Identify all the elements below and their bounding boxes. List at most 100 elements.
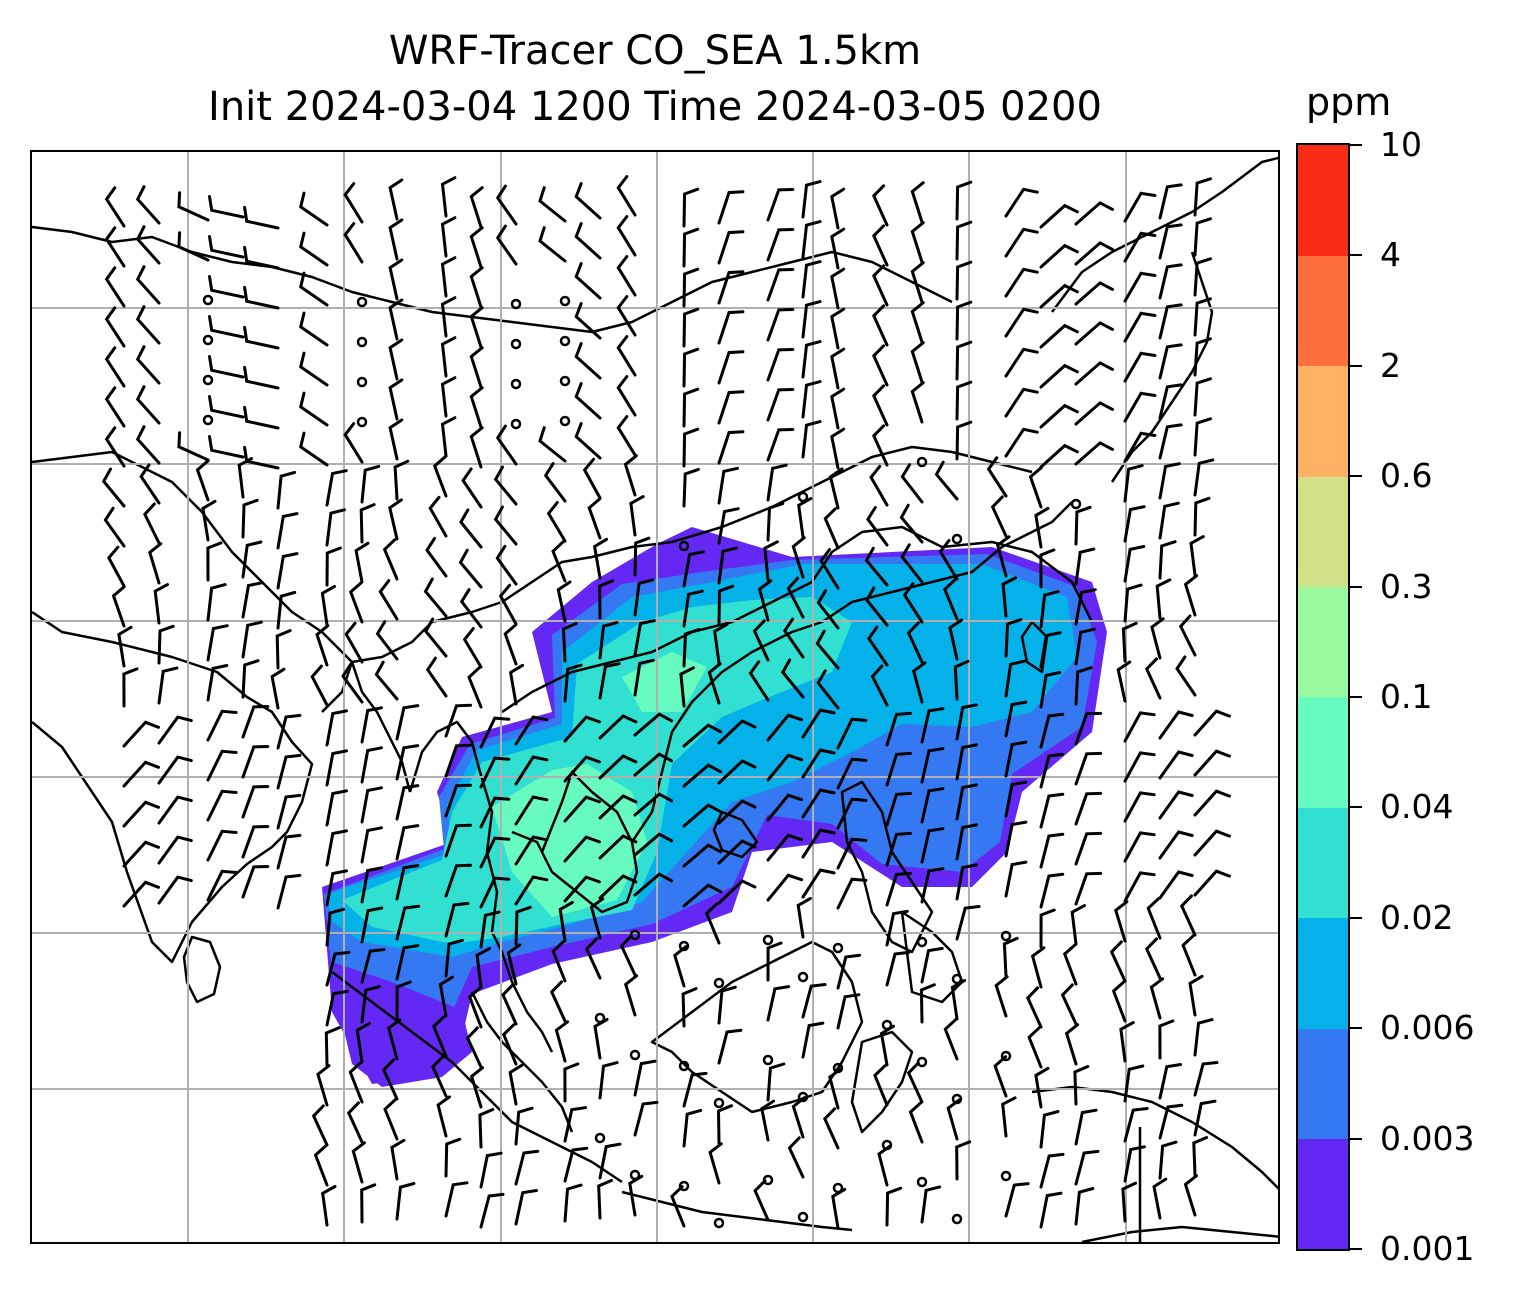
wind-barb [1074, 281, 1114, 306]
wind-barb [801, 260, 822, 299]
wind-barb [243, 365, 280, 390]
wind-barb [325, 829, 348, 867]
calm-wind-circle [951, 1213, 963, 1225]
wind-barb [1074, 831, 1103, 866]
wind-barb [717, 879, 757, 905]
wind-barb [920, 827, 945, 864]
wind-barb [704, 902, 721, 945]
wind-barb [955, 260, 973, 301]
wind-barb [432, 455, 448, 498]
wind-barb [873, 1064, 889, 1107]
wind-barb [395, 784, 420, 821]
wind-barb [395, 904, 421, 941]
wind-barb [1039, 792, 1065, 829]
wind-barb [598, 794, 638, 820]
wind-barb [885, 871, 912, 907]
wind-barb [538, 226, 567, 263]
wind-barb [351, 1141, 366, 1184]
wind-barb [479, 796, 511, 829]
wind-barb [763, 540, 779, 582]
wind-barb [514, 755, 549, 786]
wind-barb [766, 268, 795, 302]
wind-barb [589, 897, 605, 940]
wind-barb [514, 1149, 540, 1186]
wind-barb [955, 823, 978, 861]
wind-barb [208, 275, 245, 299]
wind-barb [1004, 860, 1028, 898]
wind-barb [325, 469, 348, 507]
wind-barb [444, 783, 472, 818]
colorbar-tick-label: 0.1 [1380, 677, 1433, 716]
wind-barb [616, 335, 637, 377]
wind-barb [1039, 203, 1079, 229]
wind-barb [438, 975, 454, 1018]
wind-barb [598, 1142, 622, 1180]
wind-barb [325, 789, 348, 827]
wind-barb [276, 590, 297, 630]
wind-barb [623, 974, 639, 1017]
wind-barb [495, 184, 518, 226]
wind-barb [682, 387, 700, 428]
wind-barb [910, 261, 925, 304]
wind-barb [1039, 712, 1065, 749]
coastline-java [621, 1190, 853, 1232]
wind-barb [1039, 443, 1079, 469]
wind-barb [241, 745, 270, 779]
wind-barb [1004, 187, 1039, 218]
wind-barb [1004, 618, 1023, 658]
wind-barb [1193, 789, 1231, 817]
wind-barb [276, 873, 302, 910]
wind-barb [801, 708, 836, 739]
wind-barb [619, 934, 637, 977]
wind-barb [1123, 871, 1156, 903]
wind-barb [1039, 283, 1079, 309]
wind-barb [1175, 655, 1197, 697]
wind-barb [920, 867, 945, 904]
wind-barb [766, 985, 791, 1022]
wind-barb [633, 619, 656, 657]
wind-barb [1123, 791, 1156, 823]
wind-barb [1158, 423, 1183, 460]
wind-barb [157, 875, 193, 905]
wind-barb [717, 839, 757, 865]
wind-barb [1074, 751, 1103, 786]
wind-barb [177, 231, 210, 262]
wind-barb [1070, 904, 1086, 946]
wind-barb [582, 457, 602, 500]
wind-barb [670, 1185, 686, 1228]
wind-barb [955, 863, 978, 901]
wind-barb [587, 497, 602, 540]
coastlines [32, 156, 1278, 1242]
map-panel [30, 150, 1280, 1244]
wind-barb [148, 542, 163, 585]
wind-barb [276, 713, 302, 750]
wind-barb [444, 1181, 469, 1218]
wind-barb [479, 836, 511, 869]
wind-barb [1026, 986, 1043, 1029]
wind-barb [1074, 627, 1096, 666]
wind-barb [444, 938, 464, 978]
wind-barb [990, 495, 1008, 538]
wind-barb [885, 950, 911, 987]
wind-barb [1039, 1110, 1060, 1149]
wind-barb [325, 989, 349, 1027]
wind-barb [955, 300, 973, 341]
colorbar-tick-label: 0.6 [1380, 456, 1433, 496]
wind-barb [388, 378, 404, 421]
wind-barb [948, 618, 964, 661]
wind-barb [551, 940, 567, 983]
wind-barb [598, 1061, 619, 1100]
wind-barb [866, 506, 889, 547]
calm-wind-circle [559, 415, 571, 427]
calm-wind-circle [678, 1060, 690, 1072]
wind-barb [633, 536, 651, 577]
wind-barb [440, 216, 457, 258]
wind-barb [867, 625, 889, 667]
wind-barb [780, 658, 805, 699]
wind-barb [906, 1061, 924, 1104]
wind-barb [1121, 1181, 1138, 1223]
wind-barb [797, 497, 813, 539]
wind-barb [766, 713, 804, 742]
wind-barb [1158, 263, 1183, 300]
colorbar-tick [1350, 696, 1362, 698]
